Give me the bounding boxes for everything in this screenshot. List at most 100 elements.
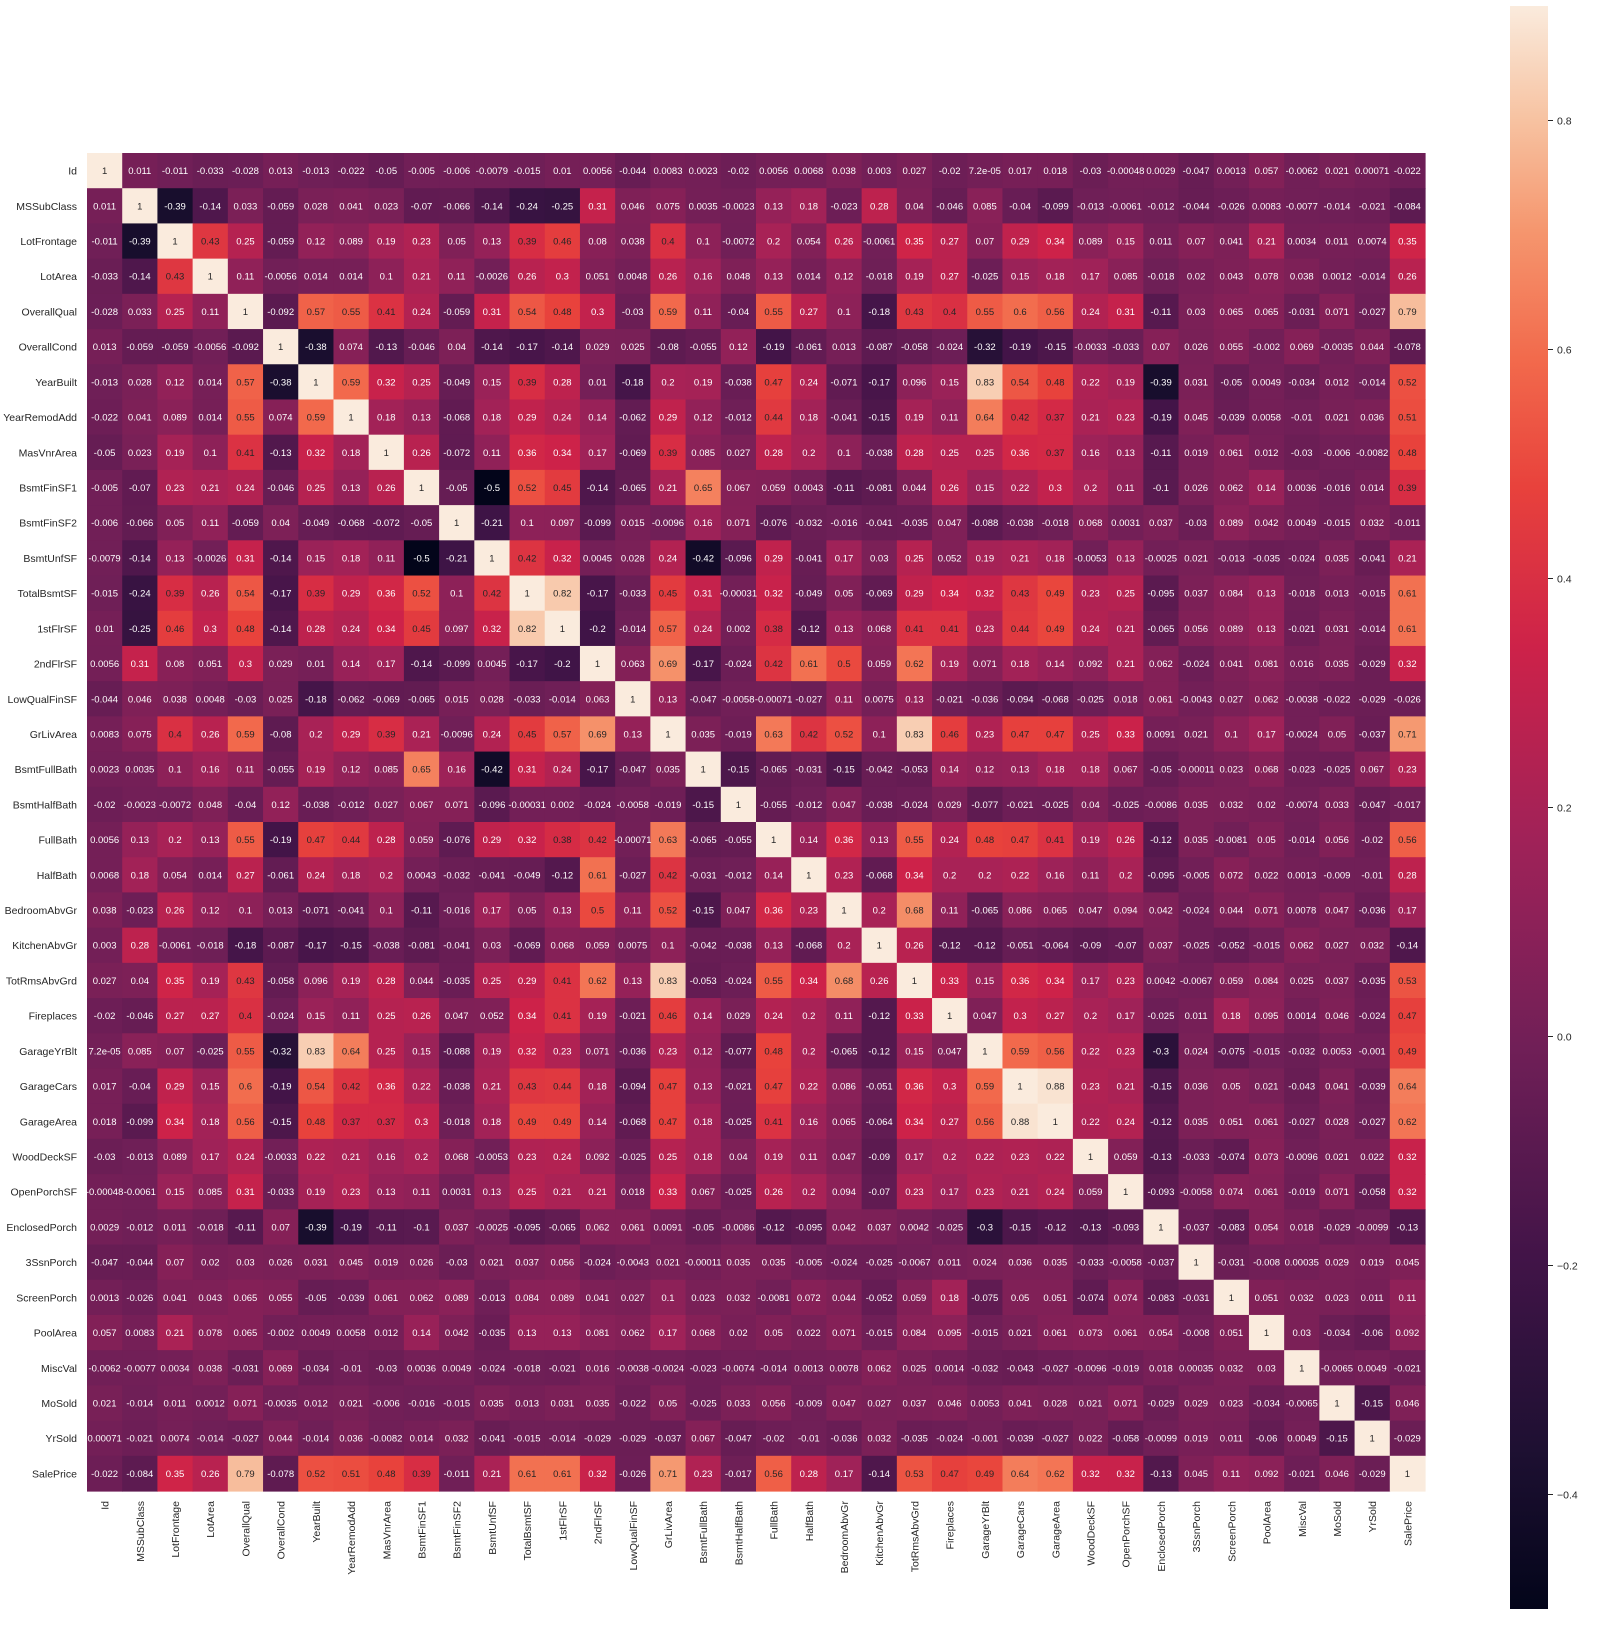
cell-value-label: -0.015 [91, 589, 118, 600]
cell-value-label: -0.013 [302, 166, 329, 177]
cell-value-label: -0.005 [795, 1258, 822, 1269]
heatmap-cell [227, 998, 264, 1034]
cell-value-label: 0.36 [1011, 976, 1030, 987]
cell-value-label: 0.097 [550, 518, 574, 529]
cell-value-label: -0.053 [690, 976, 717, 987]
cell-value-label: 0.025 [269, 694, 293, 705]
cell-value-label: -0.058 [901, 342, 928, 353]
heatmap-cell [1037, 258, 1074, 295]
cell-value-label: 0.032 [1360, 518, 1384, 529]
heatmap-cell [1072, 857, 1109, 894]
heatmap-cell [1248, 434, 1285, 471]
cell-value-label: 0.068 [550, 941, 574, 952]
heatmap-cell [403, 751, 440, 788]
cell-value-label: 0.19 [905, 413, 924, 424]
heatmap-cell [192, 681, 229, 717]
heatmap-cell [1072, 786, 1109, 823]
cell-value-label: 0.094 [1114, 906, 1138, 917]
heatmap-cell [368, 1138, 405, 1175]
heatmap-cell [650, 822, 687, 858]
cell-value-label: 0.16 [1046, 870, 1065, 881]
heatmap-cell [861, 645, 898, 682]
cell-value-label: -0.058 [1112, 1434, 1139, 1445]
cell-value-label: 0.002 [726, 624, 750, 635]
cell-value-label: 0.14 [588, 413, 607, 424]
cell-value-label: 0.11 [413, 1187, 431, 1198]
heatmap-cell [967, 399, 1004, 436]
cell-value-label: -0.043 [1007, 1363, 1034, 1374]
heatmap-cell [756, 258, 792, 295]
cell-value-label: -0.02 [728, 166, 750, 177]
cell-value-label: 0.017 [1008, 166, 1032, 177]
cell-value-label: 0.4 [168, 729, 181, 740]
heatmap-cell [1002, 469, 1039, 506]
heatmap-cell [826, 822, 863, 858]
cell-value-label: 0.14 [694, 1011, 713, 1022]
heatmap-cell [122, 822, 159, 858]
cell-value-label: -0.17 [516, 659, 538, 670]
heatmap-cell [368, 575, 405, 612]
cell-value-label: 0.61 [800, 659, 819, 670]
cell-value-label: 0.24 [659, 553, 678, 564]
heatmap-cell [1037, 575, 1074, 612]
heatmap-cell [298, 645, 335, 682]
heatmap-cell [1143, 857, 1180, 894]
cell-value-label: -0.13 [375, 342, 397, 353]
cell-value-label: 0.002 [550, 800, 574, 811]
heatmap-cell [227, 681, 264, 717]
cell-value-label: 0.56 [1046, 307, 1065, 318]
heatmap-cell [1354, 998, 1391, 1034]
heatmap-cell [192, 575, 229, 612]
heatmap-cell [1319, 223, 1356, 260]
cell-value-label: 0.13 [201, 835, 220, 846]
cell-value-label: 0.021 [93, 1398, 117, 1409]
heatmap-cell [192, 1138, 229, 1175]
cell-value-label: 0.18 [1081, 765, 1100, 776]
heatmap-cell [650, 645, 687, 682]
cell-value-label: 0.029 [586, 342, 610, 353]
cell-value-label: 0.075 [128, 729, 152, 740]
heatmap-cell [474, 258, 511, 295]
heatmap-cell [1248, 716, 1285, 753]
heatmap-cell [967, 575, 1004, 612]
cell-value-label: -0.08 [657, 342, 679, 353]
cell-value-label: 0.25 [412, 377, 431, 388]
cell-value-label: 0.022 [797, 1328, 821, 1339]
cell-value-label: -0.065 [549, 1222, 576, 1233]
cell-value-label: -0.075 [1218, 1046, 1245, 1057]
cell-value-label: -0.0058 [722, 694, 754, 705]
cell-value-label: 0.27 [236, 870, 255, 881]
cell-value-label: 0.089 [339, 237, 363, 248]
cell-value-label: 0.067 [1360, 765, 1384, 776]
heatmap-cell [1037, 540, 1074, 577]
heatmap-cell [192, 399, 229, 436]
cell-value-label: 0.18 [1046, 272, 1065, 283]
cell-value-label: 0.25 [659, 1152, 678, 1163]
heatmap-cell [333, 892, 370, 929]
cell-value-label: 0.036 [1008, 1258, 1032, 1269]
heatmap-cell [1072, 681, 1109, 717]
cell-value-label: -0.059 [126, 342, 153, 353]
heatmap-cell [896, 399, 933, 436]
heatmap-cell [685, 505, 722, 541]
heatmap-cell [967, 153, 1004, 189]
heatmap-cell [474, 505, 511, 541]
cell-value-label: -0.015 [866, 1328, 893, 1339]
cell-value-label: 0.33 [1116, 729, 1135, 740]
cell-value-label: -0.041 [866, 518, 893, 529]
cell-value-label: 0.17 [835, 553, 854, 564]
cell-value-label: 0.015 [621, 518, 645, 529]
heatmap-cell [122, 153, 159, 189]
heatmap-cell [192, 892, 229, 929]
heatmap-cell [333, 505, 370, 541]
cell-value-label: -0.035 [1359, 976, 1386, 987]
cell-value-label: -0.068 [795, 941, 822, 952]
cell-value-label: 0.18 [800, 201, 819, 212]
heatmap-cell [439, 329, 475, 365]
cell-value-label: 0.18 [131, 870, 150, 881]
heatmap-cell [157, 258, 194, 295]
heatmap-cell [1143, 153, 1180, 189]
cell-value-label: -0.17 [587, 589, 609, 600]
cell-value-label: -0.0025 [476, 1222, 508, 1233]
heatmap-cell [403, 681, 440, 717]
